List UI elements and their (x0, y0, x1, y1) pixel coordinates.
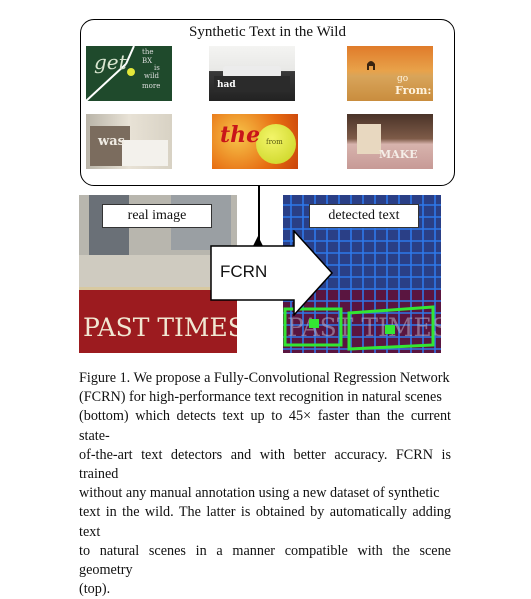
thumb-word: from (266, 138, 283, 146)
thumb-word: was (98, 134, 125, 149)
caption-line: (FCRN) for high-performance text recogni… (79, 389, 442, 406)
thumb-word: go (397, 74, 409, 84)
detection-boxes (283, 305, 435, 351)
thumb-word: the (220, 122, 261, 148)
thumb-small-word: wild (144, 72, 159, 80)
real-image-label: real image (102, 204, 212, 228)
thumb-word: had (217, 80, 236, 90)
caption-line: (top). (79, 581, 111, 598)
sign-text: PAST TIMES (83, 313, 237, 342)
caption-line: (bottom) which detects text up to 45× fa… (79, 408, 451, 444)
thumb-small-word: BX (142, 57, 153, 65)
detection-center-times (385, 325, 395, 334)
thumbnail-desert: go From: (347, 46, 433, 101)
thumb-small-word: more (142, 82, 161, 90)
thumbnail-tennis-ball: the from (212, 114, 298, 169)
thumbnail-bedroom-pink: MAKE (347, 114, 433, 169)
thumbnail-bed-dark: had (209, 46, 295, 101)
caption-line: of-the-art text detectors and with bette… (79, 446, 451, 483)
figure-caption: Figure 1. We propose a Fully-Convolution… (79, 369, 451, 599)
thumb-small-word: is (154, 64, 160, 72)
panel-title: Synthetic Text in the Wild (189, 24, 346, 40)
thumb-word: From: (395, 84, 432, 97)
detection-box-times (347, 305, 435, 351)
synthetic-text-panel: Synthetic Text in the Wild get the BX is… (80, 19, 455, 186)
detection-center-past (309, 319, 319, 328)
thumbnail-chalkboard: get the BX is wild more (86, 46, 172, 101)
thumbnail-bedroom-light: was (86, 114, 172, 169)
thumb-word: get (94, 50, 127, 74)
thumb-small-word: the (142, 48, 154, 56)
fcrn-label: FCRN (220, 262, 268, 281)
thumb-word: MAKE (379, 148, 418, 161)
detected-image-label: detected text (309, 204, 419, 228)
fcrn-arrow (210, 230, 334, 316)
detection-box-past (283, 307, 343, 347)
connector-line (258, 186, 260, 242)
caption-line: without any manual annotation using a ne… (79, 485, 440, 502)
caption-line: Figure 1. We propose a Fully-Convolution… (79, 370, 450, 386)
caption-line: text in the wild. The latter is obtained… (79, 504, 451, 540)
